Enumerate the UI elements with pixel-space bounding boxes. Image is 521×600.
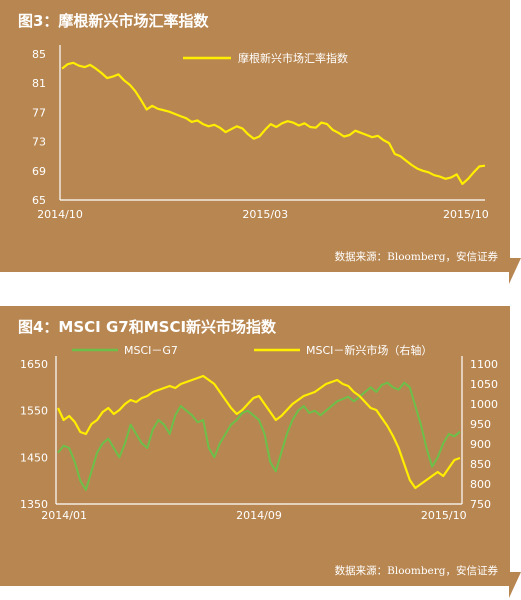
chart-1-source: 数据来源：Bloomberg，安信证券 [334, 251, 498, 263]
chart-1-legend-label: 摩根新兴市场汇率指数 [238, 51, 348, 65]
chart-1-y-tick-label: 73 [32, 136, 46, 149]
chart-2-x-tick-label: 2015/10 [421, 509, 467, 522]
chart-2-source: 数据来源：Bloomberg，安信证券 [334, 565, 498, 577]
chart-1-y-tick-label: 65 [32, 194, 46, 207]
chart-2-legend-em-label: MSCI－新兴市场（右轴） [306, 343, 432, 357]
chart-2-left-y-tick-label: 1550 [20, 405, 48, 418]
chart-2-x-tick-label: 2014/01 [41, 509, 87, 522]
chart-panel-2: 图4：MSCI G7和MSCI新兴市场指数 1650 1550 1450 1350 11… [0, 306, 521, 598]
chart-1-y-tick-label: 81 [32, 77, 46, 90]
chart-2-x-tick-label: 2014/09 [236, 509, 282, 522]
chart-2-em-line [57, 374, 461, 490]
chart-1-y-tick-label: 77 [32, 106, 46, 119]
chart-2-right-y-tick-label: 1000 [470, 398, 498, 411]
chart-2-g7-line [57, 381, 461, 491]
chart-2-right-y-tick-label: 1050 [470, 378, 498, 391]
chart-2-svg: 1650 1550 1450 1350 1100 1050 1000 950 900 850 800… [20, 343, 498, 522]
chart-2-right-y-tick-label: 800 [470, 478, 491, 491]
chart-1-y-tick-label: 69 [32, 165, 46, 178]
panel-1-corner-tab [509, 258, 521, 284]
chart-1-x-tick-label: 2015/03 [242, 208, 288, 221]
chart-2-right-y-tick-label: 1100 [470, 358, 498, 371]
chart-2-left-y-tick-label: 1450 [20, 451, 48, 464]
chart-1-x-tick-label: 2014/10 [37, 208, 83, 221]
chart-1-title: 图3：摩根新兴市场汇率指数 [18, 12, 209, 30]
chart-2-right-y-tick-label: 950 [470, 418, 491, 431]
chart-2-left-y-tick-label: 1350 [20, 498, 48, 511]
panel-2-corner-tab [509, 572, 521, 598]
chart-2-right-y-tick-label: 900 [470, 438, 491, 451]
chart-panel-1: 图3：摩根新兴市场汇率指数 85 81 77 73 69 65 2014/10 2015/03… [0, 0, 521, 284]
chart-2-right-y-tick-label: 850 [470, 458, 491, 471]
chart-2-title: 图4：MSCI G7和MSCI新兴市场指数 [18, 318, 277, 336]
chart-2-right-y-tick-label: 750 [470, 498, 491, 511]
chart-1-x-tick-label: 2015/10 [443, 208, 489, 221]
chart-2-left-y-tick-label: 1650 [20, 358, 48, 371]
chart-1-y-tick-label: 85 [32, 48, 46, 61]
chart-2-legend-g7-label: MSCI－G7 [124, 344, 178, 357]
chart-1-series-line [61, 61, 486, 185]
